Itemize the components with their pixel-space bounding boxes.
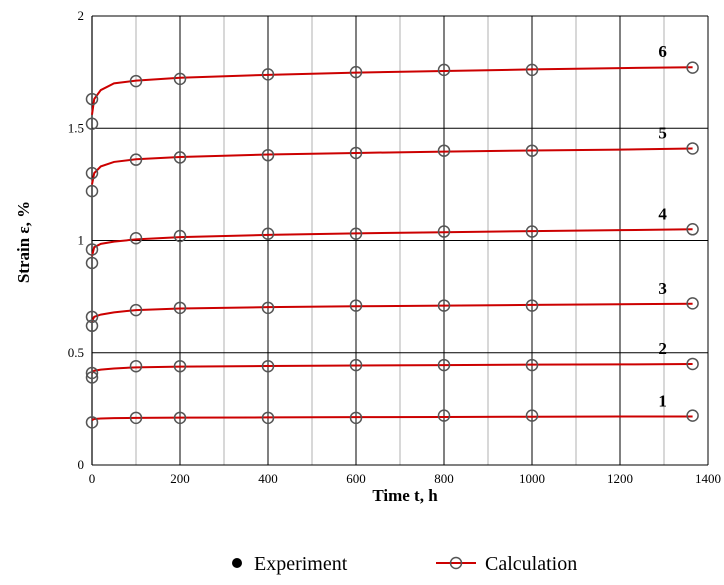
data-point <box>173 411 187 425</box>
x-tick-label: 1200 <box>607 471 633 486</box>
data-point <box>437 144 451 157</box>
legend-experiment-label: Experiment <box>254 553 348 575</box>
data-point <box>85 166 99 180</box>
grid <box>91 15 709 466</box>
data-point <box>261 227 275 241</box>
data-point <box>437 358 451 372</box>
data-point <box>85 184 99 198</box>
series-label: 5 <box>658 123 667 142</box>
data-point <box>85 256 99 270</box>
data-point <box>85 416 99 429</box>
data-point <box>173 301 187 315</box>
data-point <box>129 359 143 373</box>
series-5: 5 <box>85 123 699 198</box>
calculation-line-1 <box>91 415 693 421</box>
calculation-line-6 <box>91 66 693 115</box>
series-label: 4 <box>658 204 667 223</box>
data-point <box>85 117 99 131</box>
x-axis-title: Time t, h <box>372 486 438 505</box>
data-point <box>686 223 699 236</box>
data-point <box>173 72 187 86</box>
axes: 0 200 400 600 800 1000 1200 1400 0 0.5 1 1.5 2 <box>68 8 721 486</box>
calculation-line-2 <box>91 362 693 374</box>
series-6: 6 <box>85 42 699 131</box>
data-point <box>686 142 699 155</box>
data-point <box>349 227 363 241</box>
legend-experiment-marker <box>232 558 242 568</box>
data-point <box>85 366 99 380</box>
data-point <box>85 310 99 324</box>
data-point <box>349 299 363 312</box>
series-1: 1 <box>85 392 699 429</box>
series-label: 2 <box>658 339 667 358</box>
data-point <box>437 63 451 77</box>
data-point <box>85 319 99 333</box>
data-point <box>349 358 363 372</box>
data-point <box>525 225 539 238</box>
data-point <box>437 225 451 238</box>
data-point <box>437 299 451 312</box>
data-point <box>173 151 187 164</box>
x-tick-label: 1000 <box>519 471 545 486</box>
data-point <box>525 299 539 312</box>
x-tick-label: 800 <box>434 471 454 486</box>
series-4: 4 <box>85 204 699 270</box>
y-axis-title: Strain ε, % <box>14 201 33 283</box>
data-point <box>525 358 539 372</box>
data-point <box>173 359 187 373</box>
data-point <box>85 243 99 256</box>
legend-calculation-label: Calculation <box>485 553 577 575</box>
data-point <box>686 61 699 74</box>
data-point <box>525 144 539 157</box>
data-point <box>261 68 275 81</box>
series-label: 3 <box>658 279 667 298</box>
y-tick-label: 0.5 <box>68 345 84 360</box>
legend-calculation-marker <box>449 556 463 570</box>
data-point <box>261 411 275 425</box>
data-point <box>85 92 99 106</box>
data-point <box>129 411 143 425</box>
data-point <box>173 229 187 243</box>
data-point <box>525 63 539 77</box>
legend: Experiment Calculation <box>232 553 577 575</box>
data-point <box>129 74 143 88</box>
data-point <box>349 146 363 160</box>
data-point <box>349 65 363 79</box>
data-point <box>686 297 699 310</box>
data-point <box>129 232 143 245</box>
y-tick-label: 1 <box>78 233 85 248</box>
calculation-line-4 <box>91 228 693 257</box>
series-group: 1 2 3 4 5 6 <box>85 42 699 429</box>
y-tick-label: 2 <box>78 8 85 23</box>
data-point <box>525 409 539 422</box>
data-point <box>129 303 143 317</box>
series-label: 1 <box>658 392 667 411</box>
x-tick-label: 400 <box>258 471 278 486</box>
data-point <box>261 359 275 373</box>
y-tick-label: 1.5 <box>68 120 84 135</box>
x-tick-label: 600 <box>346 471 366 486</box>
data-point <box>437 409 451 422</box>
data-point <box>686 409 699 422</box>
series-label: 6 <box>658 42 667 61</box>
calculation-line-5 <box>91 147 693 185</box>
data-point <box>85 371 99 384</box>
data-point <box>129 153 143 166</box>
x-tick-label: 1400 <box>695 471 721 486</box>
y-tick-label: 0 <box>78 457 85 472</box>
data-point <box>349 411 363 425</box>
series-3: 3 <box>85 279 699 333</box>
data-point <box>261 301 275 315</box>
data-point <box>261 148 275 162</box>
series-2: 2 <box>85 339 699 384</box>
data-point <box>686 357 699 371</box>
calculation-line-3 <box>91 302 693 322</box>
x-tick-label: 0 <box>89 471 96 486</box>
x-tick-label: 200 <box>170 471 190 486</box>
